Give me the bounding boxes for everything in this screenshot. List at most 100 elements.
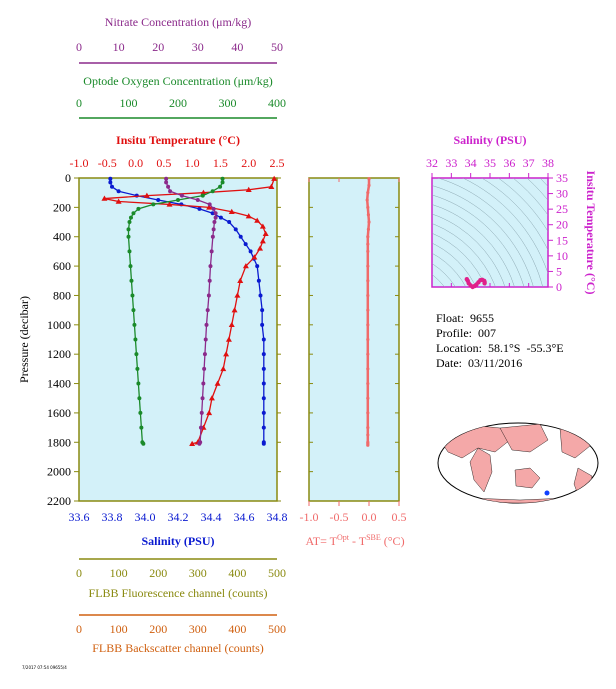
- temperature-point: [259, 238, 266, 244]
- oxygen-point: [129, 278, 134, 283]
- oxygen-point: [126, 234, 131, 239]
- pressure-tick-label: 1600: [47, 406, 71, 420]
- oxygen-point: [127, 220, 132, 225]
- nitrate-point: [164, 176, 169, 181]
- salinity-point: [116, 189, 121, 194]
- pressure-tick-label: 400: [53, 230, 71, 244]
- oxygen-tick-label: 0: [76, 96, 82, 110]
- backscatter-tick-label: 100: [110, 622, 128, 636]
- oxygen-point: [135, 366, 140, 371]
- nitrate-point: [213, 211, 218, 216]
- delta-t-point: [366, 249, 370, 254]
- delta-t-label-part: Opt: [337, 533, 350, 542]
- delta-t-tick-label: 0.5: [392, 510, 407, 524]
- temperature-point: [166, 201, 173, 207]
- nitrate-tick-label: 0: [76, 40, 82, 54]
- nitrate-point: [195, 198, 200, 203]
- oxygen-tick-label: 300: [219, 96, 237, 110]
- salinity-point: [261, 425, 266, 430]
- temperature-point: [271, 175, 278, 181]
- delta-t-axis-label: AT= TOpt - TSBE (°C): [305, 533, 404, 548]
- nitrate-point: [198, 425, 203, 430]
- float-line: Float: 9655: [436, 311, 495, 325]
- ts-x-tick-label: 33: [445, 156, 457, 170]
- delta-t-point: [366, 337, 370, 342]
- temperature-point: [254, 217, 261, 223]
- nitrate-point: [200, 396, 205, 401]
- fluorescence-tick-label: 100: [110, 566, 128, 580]
- temperature-point: [208, 395, 215, 401]
- fluorescence-tick-label: 500: [268, 566, 286, 580]
- backscatter-tick-label: 200: [149, 622, 167, 636]
- delta-t-point: [366, 396, 370, 400]
- temperature-tick-label: 2.0: [241, 156, 256, 170]
- oxygen-point: [220, 180, 225, 185]
- salinity-point: [261, 381, 266, 386]
- backscatter-tick-label: 500: [268, 622, 286, 636]
- delta-t-point: [367, 183, 371, 187]
- salinity-tick-label: 34.0: [135, 510, 156, 524]
- nitrate-point: [202, 352, 207, 357]
- ts-y-tick-label: 15: [556, 233, 568, 247]
- oxygen-point: [138, 410, 143, 415]
- temperature-point: [200, 189, 207, 195]
- land-shape: [514, 467, 541, 489]
- salinity-series-line: [109, 178, 265, 444]
- nitrate-tick-label: 50: [271, 40, 283, 54]
- salinity-point: [261, 352, 266, 357]
- salinity-point: [261, 410, 266, 415]
- oxygen-point: [220, 176, 225, 181]
- fluorescence-tick-label: 200: [149, 566, 167, 580]
- temperature-tick-label: -0.5: [98, 156, 117, 170]
- nitrate-point: [179, 193, 184, 198]
- delta-t-point: [366, 235, 370, 239]
- salinity-tick-label: 34.8: [267, 510, 288, 524]
- ts-x-tick-label: 35: [484, 156, 496, 170]
- salinity-point: [248, 249, 253, 254]
- delta-t-point: [366, 191, 370, 195]
- temperature-tick-label: -1.0: [70, 156, 89, 170]
- delta-t-point: [366, 381, 370, 386]
- date-line: Date: 03/11/2016: [436, 356, 523, 370]
- ts-title: Salinity (PSU): [453, 133, 526, 147]
- ts-y-tick-label: 25: [556, 202, 568, 216]
- temperature-point: [143, 192, 150, 198]
- salinity-point: [210, 211, 215, 216]
- delta-t-label-part: AT= T: [305, 534, 337, 548]
- oxygen-point: [151, 202, 156, 207]
- ts-y-tick-label: 10: [556, 249, 568, 263]
- oxygen-point: [126, 227, 131, 232]
- salinity-point: [110, 184, 114, 189]
- salinity-point: [261, 366, 266, 371]
- nitrate-point: [208, 264, 213, 269]
- ts-x-tick-label: 36: [503, 156, 515, 170]
- fluorescence-axis-title: FLBB Fluorescence channel (counts): [89, 586, 268, 600]
- delta-t-point: [366, 242, 370, 246]
- temperature-point: [237, 277, 244, 283]
- ts-y-tick-label: 0: [556, 280, 562, 294]
- ts-x-tick-label: 32: [426, 156, 438, 170]
- pressure-tick-label: 600: [53, 259, 71, 273]
- delta-t-point: [366, 433, 370, 437]
- delta-t-point: [366, 411, 370, 415]
- delta-t-point: [366, 227, 370, 231]
- nitrate-tick-label: 20: [152, 40, 164, 54]
- temperature-point: [268, 183, 275, 190]
- temperature-point: [228, 321, 235, 328]
- delta-t-point: [366, 205, 370, 209]
- pressure-tick-label: 1800: [47, 435, 71, 449]
- oxygen-point: [130, 293, 135, 298]
- nitrate-point: [168, 189, 173, 194]
- oxygen-point: [128, 264, 133, 269]
- temperature-point: [228, 208, 235, 214]
- salinity-point: [260, 308, 265, 313]
- fluorescence-tick-label: 300: [189, 566, 207, 580]
- temperature-point: [189, 440, 196, 446]
- nitrate-point: [213, 215, 218, 220]
- ts-y-axis-label: Insitu Temperature (°C): [584, 171, 598, 295]
- nitrate-point: [205, 308, 210, 313]
- nitrate-point: [202, 366, 207, 371]
- float-info-block: Float: 9655 Profile: 007 Location: 58.1°…: [436, 311, 564, 371]
- delta-t-point: [366, 293, 370, 298]
- location-line: Location: 58.1°S -55.3°E: [436, 341, 564, 355]
